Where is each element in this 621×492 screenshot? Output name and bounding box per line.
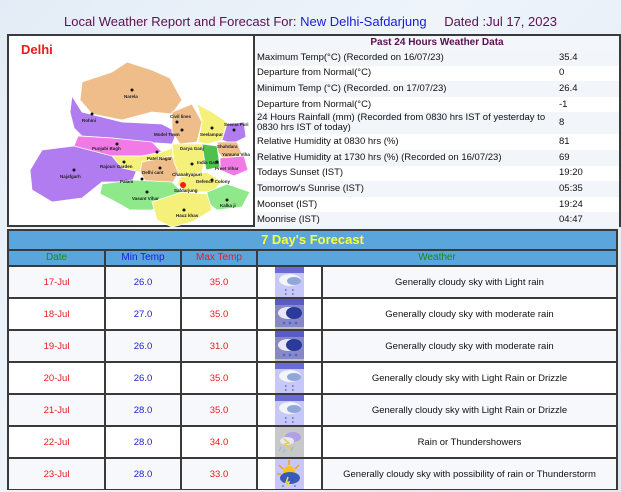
forecast-min-temp: 26.0 — [106, 331, 182, 363]
svg-text:Chanakyapuri: Chanakyapuri — [172, 172, 202, 177]
svg-text:Preet Vihar: Preet Vihar — [215, 166, 239, 171]
svg-text:Kalka ji: Kalka ji — [220, 203, 236, 208]
forecast-header-row: Date Min Temp Max Temp Weather — [9, 251, 616, 267]
forecast-date: 21-Jul — [9, 395, 106, 427]
forecast-min-temp: 26.0 — [106, 267, 182, 299]
svg-text:Najafgarh: Najafgarh — [60, 174, 81, 179]
table-row: 19-Jul 26.0 31.0 Generally cloudy sky wi… — [9, 331, 616, 363]
table-row: 17-Jul 26.0 35.0 Generally cloudy sky wi… — [9, 267, 616, 299]
forecast-weather-text: Generally cloudy sky with moderate rain — [323, 331, 616, 363]
forecast-title: 7 Day's Forecast — [9, 231, 616, 251]
forecast-date: 19-Jul — [9, 331, 106, 363]
svg-text:Model Town: Model Town — [154, 132, 180, 137]
moderate-rain-icon — [258, 331, 323, 363]
forecast-date: 20-Jul — [9, 363, 106, 395]
sun-cloud-thunder-icon — [258, 459, 323, 489]
data-row-rainfall: 24 Hours Rainfall (mm) (Recorded from 08… — [255, 112, 619, 135]
data-row-humidity-0830: Relative Humidity at 0830 hrs (%) 81 — [255, 134, 619, 150]
past-24h-heading: Past 24 Hours Weather Data — [255, 36, 619, 50]
forecast-max-temp: 35.0 — [182, 267, 258, 299]
forecast-min-temp: 26.0 — [106, 363, 182, 395]
forecast-min-temp: 27.0 — [106, 299, 182, 331]
data-row-sunrise: Tomorrow's Sunrise (IST) 05:35 — [255, 181, 619, 197]
forecast-weather-text: Generally cloudy sky with Light Rain or … — [323, 363, 616, 395]
data-row-min-temp: Minimum Temp (°C) (Recorded. on 17/07/23… — [255, 81, 619, 97]
light-rain-icon — [258, 267, 323, 299]
map-title: Delhi — [21, 42, 53, 57]
past-24h-list: Maximum Temp(°C) (Recorded on 16/07/23) 3… — [255, 50, 619, 228]
svg-text:Yamuna Vihar: Yamuna Vihar — [222, 152, 250, 157]
svg-text:Civil lines: Civil lines — [170, 114, 192, 119]
forecast-weather-text: Generally cloudy sky with Light rain — [323, 267, 616, 299]
forecast-max-temp: 33.0 — [182, 459, 258, 489]
svg-text:Punjabi Bagh: Punjabi Bagh — [92, 146, 121, 151]
col-header-weather: Weather — [258, 251, 616, 267]
station-name: New Delhi-Safdarjung — [300, 14, 427, 29]
current-conditions-table: Delhi — [7, 34, 621, 228]
seven-day-forecast-table: 7 Day's Forecast Date Min Temp Max Temp … — [7, 229, 618, 490]
forecast-min-temp: 28.0 — [106, 459, 182, 489]
thundershower-icon — [258, 427, 323, 459]
data-row-sunset: Todays Sunset (IST) 19:20 — [255, 165, 619, 182]
page-title: Local Weather Report and Forecast For: N… — [0, 14, 621, 29]
forecast-date: 18-Jul — [9, 299, 106, 331]
forecast-weather-text: Generally cloudy sky with possibility of… — [323, 459, 616, 489]
past-24h-panel: Past 24 Hours Weather Data Maximum Temp(… — [255, 36, 619, 228]
table-row: 22-Jul 28.0 34.0 Rain or Thundershowers — [9, 427, 616, 459]
table-row: 18-Jul 27.0 35.0 Generally cloudy sky wi… — [9, 299, 616, 331]
svg-text:Patel Nagar: Patel Nagar — [147, 156, 172, 161]
svg-text:Rajouri Garden: Rajouri Garden — [100, 164, 133, 169]
col-header-date: Date — [9, 251, 106, 267]
delhi-map-panel: Delhi — [9, 36, 255, 227]
data-row-max-departure: Departure from Normal(°C) 0 — [255, 65, 619, 82]
forecast-date: 22-Jul — [9, 427, 106, 459]
light-rain-icon — [258, 395, 323, 427]
data-row-max-temp: Maximum Temp(°C) (Recorded on 16/07/23) 3… — [255, 50, 619, 66]
svg-text:Seema Puri: Seema Puri — [224, 122, 249, 127]
forecast-min-temp: 28.0 — [106, 395, 182, 427]
svg-text:Palam: Palam — [120, 179, 133, 184]
data-row-min-departure: Departure from Normal(°C) -1 — [255, 96, 619, 113]
forecast-weather-text: Generally cloudy sky with Light Rain or … — [323, 395, 616, 427]
forecast-max-temp: 34.0 — [182, 427, 258, 459]
data-row-moonset: Moonset (IST) 19:24 — [255, 196, 619, 213]
data-row-humidity-1730: Relative Humidity at 1730 hrs (%) (Recor… — [255, 149, 619, 166]
svg-text:Narela: Narela — [124, 94, 138, 99]
svg-text:India Gate: India Gate — [197, 160, 219, 165]
forecast-date: 23-Jul — [9, 459, 106, 489]
col-header-max-temp: Max Temp — [182, 251, 258, 267]
report-date: Dated :Jul 17, 2023 — [444, 14, 557, 29]
table-row: 21-Jul 28.0 35.0 Generally cloudy sky wi… — [9, 395, 616, 427]
svg-text:Shahdara: Shahdara — [217, 144, 238, 149]
delhi-district-map: Narela Rohini Model Town Civil lines See… — [29, 61, 250, 227]
forecast-max-temp: 35.0 — [182, 395, 258, 427]
forecast-min-temp: 28.0 — [106, 427, 182, 459]
svg-text:Hauz khas: Hauz khas — [176, 213, 199, 218]
svg-text:Safdarjung: Safdarjung — [174, 188, 198, 193]
forecast-weather-text: Generally cloudy sky with moderate rain — [323, 299, 616, 331]
forecast-max-temp: 31.0 — [182, 331, 258, 363]
table-row: 20-Jul 26.0 35.0 Generally cloudy sky wi… — [9, 363, 616, 395]
svg-text:Seelampur: Seelampur — [200, 132, 223, 137]
moderate-rain-icon — [258, 299, 323, 331]
svg-text:Rohini: Rohini — [82, 118, 96, 123]
station-marker — [180, 182, 186, 188]
forecast-weather-text: Rain or Thundershowers — [323, 427, 616, 459]
table-row: 23-Jul 28.0 33.0 Generally cloudy sky wi… — [9, 459, 616, 489]
forecast-max-temp: 35.0 — [182, 363, 258, 395]
svg-text:Vasant Vihar: Vasant Vihar — [132, 196, 159, 201]
light-rain-icon — [258, 363, 323, 395]
svg-text:Darya Ganj: Darya Ganj — [180, 146, 204, 151]
data-row-moonrise: Moonrise (IST) 04:47 — [255, 212, 619, 228]
svg-text:Delhi cant: Delhi cant — [142, 170, 164, 175]
svg-text:Defence Colony: Defence Colony — [196, 179, 231, 184]
forecast-max-temp: 35.0 — [182, 299, 258, 331]
col-header-min-temp: Min Temp — [106, 251, 182, 267]
forecast-date: 17-Jul — [9, 267, 106, 299]
title-prefix: Local Weather Report and Forecast For: — [64, 14, 297, 29]
